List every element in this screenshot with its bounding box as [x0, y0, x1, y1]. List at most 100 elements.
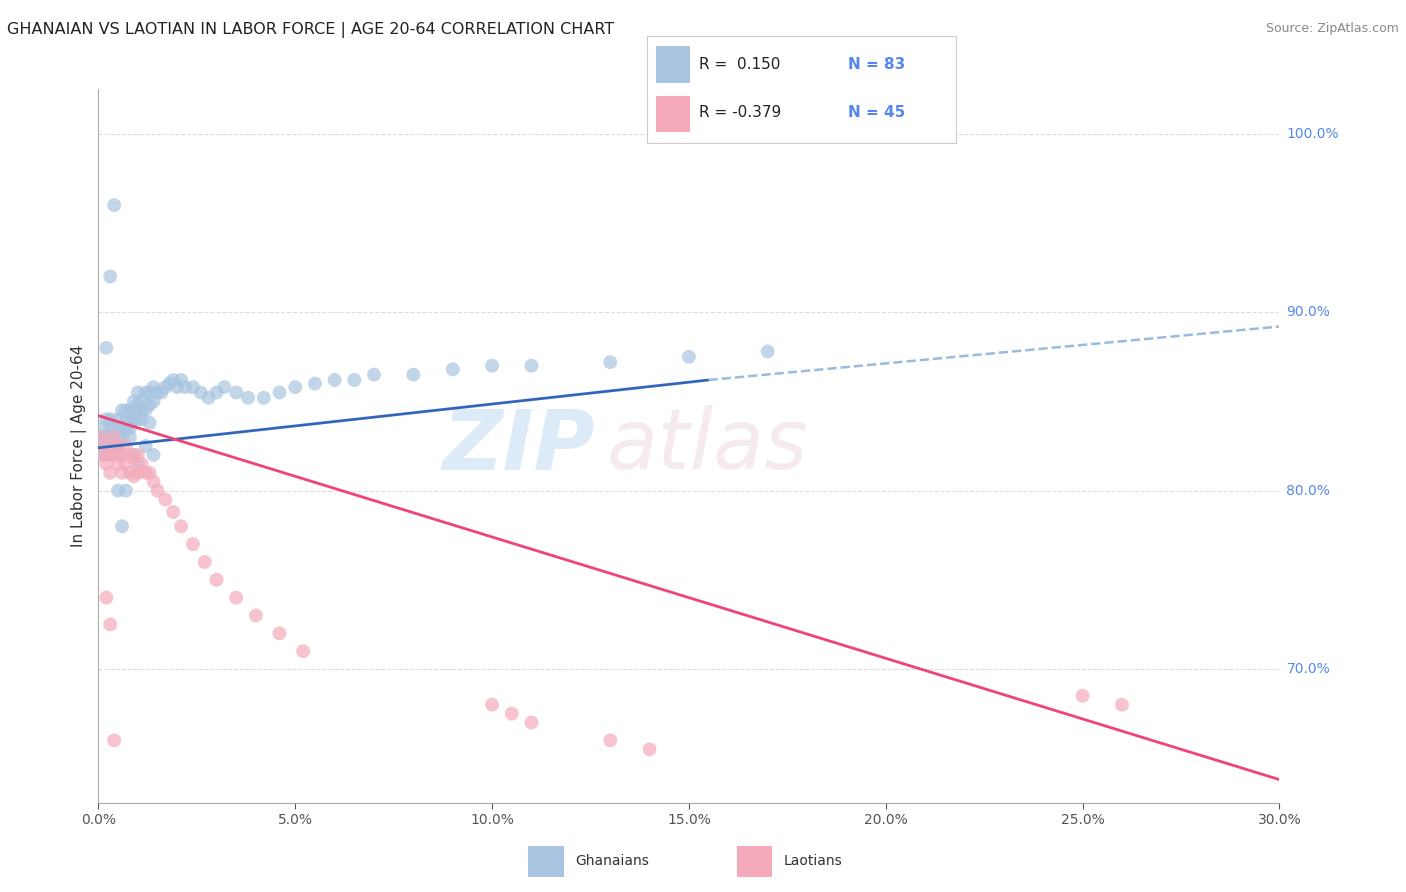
Text: N = 83: N = 83: [848, 57, 905, 72]
Point: [166, 380, 188, 394]
Point: [269, 626, 291, 640]
Point: [1111, 698, 1133, 712]
Point: [253, 391, 276, 405]
Text: 70.0%: 70.0%: [1286, 662, 1330, 676]
Point: [107, 439, 129, 453]
Point: [146, 385, 169, 400]
Point: [599, 733, 621, 747]
Point: [91, 439, 114, 453]
Point: [98, 412, 121, 426]
Point: [170, 373, 193, 387]
Point: [103, 198, 125, 212]
Point: [127, 385, 149, 400]
Point: [98, 617, 121, 632]
Point: [118, 421, 141, 435]
Point: [150, 385, 173, 400]
Point: [111, 421, 134, 435]
Point: [115, 403, 138, 417]
Point: [146, 483, 169, 498]
FancyBboxPatch shape: [737, 846, 772, 877]
Text: GHANAIAN VS LAOTIAN IN LABOR FORCE | AGE 20-64 CORRELATION CHART: GHANAIAN VS LAOTIAN IN LABOR FORCE | AGE…: [7, 22, 614, 38]
Point: [118, 403, 141, 417]
Point: [115, 421, 138, 435]
Point: [135, 403, 157, 417]
Point: [1071, 689, 1094, 703]
Point: [107, 412, 129, 426]
Point: [91, 448, 114, 462]
Point: [118, 466, 141, 480]
Point: [214, 380, 236, 394]
Point: [292, 644, 315, 658]
Point: [91, 430, 114, 444]
Point: [96, 430, 118, 444]
Point: [402, 368, 425, 382]
Text: ZIP: ZIP: [441, 406, 595, 486]
Point: [155, 492, 177, 507]
Point: [245, 608, 267, 623]
FancyBboxPatch shape: [529, 846, 564, 877]
Point: [520, 715, 543, 730]
Text: 90.0%: 90.0%: [1286, 305, 1330, 319]
Point: [107, 457, 129, 471]
Point: [225, 591, 247, 605]
Point: [127, 466, 149, 480]
Text: R = -0.379: R = -0.379: [699, 105, 782, 120]
Point: [343, 373, 366, 387]
Point: [96, 412, 118, 426]
Point: [162, 373, 184, 387]
Point: [107, 439, 129, 453]
Point: [111, 430, 134, 444]
Point: [96, 439, 118, 453]
Point: [96, 439, 118, 453]
Point: [142, 448, 165, 462]
Point: [111, 519, 134, 533]
Point: [122, 394, 145, 409]
Point: [131, 403, 153, 417]
Point: [269, 385, 291, 400]
Point: [98, 269, 121, 284]
Point: [162, 505, 184, 519]
Text: Source: ZipAtlas.com: Source: ZipAtlas.com: [1265, 22, 1399, 36]
Point: [481, 698, 503, 712]
Text: 80.0%: 80.0%: [1286, 483, 1330, 498]
Point: [284, 380, 307, 394]
Point: [91, 421, 114, 435]
Point: [131, 457, 153, 471]
Point: [131, 412, 153, 426]
Point: [135, 385, 157, 400]
Point: [103, 430, 125, 444]
Point: [678, 350, 700, 364]
Point: [520, 359, 543, 373]
Point: [96, 448, 118, 462]
Point: [170, 519, 193, 533]
Point: [107, 483, 129, 498]
Point: [118, 430, 141, 444]
Point: [115, 439, 138, 453]
Point: [96, 591, 118, 605]
Point: [122, 448, 145, 462]
Point: [205, 573, 228, 587]
Text: R =  0.150: R = 0.150: [699, 57, 780, 72]
Point: [122, 403, 145, 417]
Y-axis label: In Labor Force | Age 20-64: In Labor Force | Age 20-64: [72, 345, 87, 547]
Point: [236, 391, 259, 405]
Point: [304, 376, 326, 391]
Point: [98, 466, 121, 480]
Point: [135, 466, 157, 480]
Text: atlas: atlas: [606, 406, 808, 486]
Point: [157, 376, 180, 391]
Point: [127, 398, 149, 412]
Point: [91, 430, 114, 444]
Point: [181, 380, 204, 394]
Point: [103, 430, 125, 444]
Point: [181, 537, 204, 551]
Point: [118, 416, 141, 430]
Point: [599, 355, 621, 369]
Point: [115, 483, 138, 498]
Point: [107, 448, 129, 462]
Point: [96, 341, 118, 355]
Point: [481, 359, 503, 373]
Point: [638, 742, 661, 756]
Point: [115, 412, 138, 426]
Text: N = 45: N = 45: [848, 105, 905, 120]
